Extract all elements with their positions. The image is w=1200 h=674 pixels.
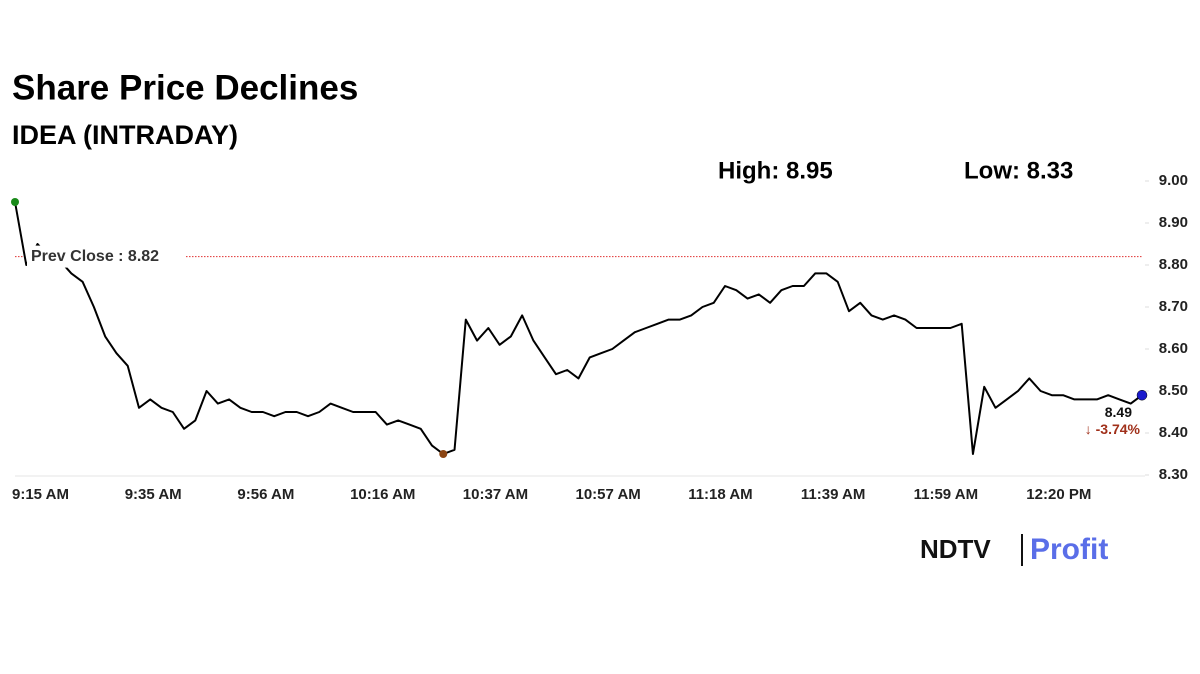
- chart-title: Share Price Declines: [12, 68, 358, 107]
- last-marker: [1136, 389, 1148, 401]
- x-tick-label: 9:35 AM: [125, 486, 182, 503]
- y-tick-label: 8.60: [1159, 340, 1188, 357]
- price-line: [14, 201, 1143, 455]
- x-tick-label: 12:20 PM: [1026, 486, 1091, 503]
- x-tick-label: 9:15 AM: [12, 486, 69, 503]
- prev-close-label-bg: [27, 245, 185, 268]
- x-tick-label: 9:56 AM: [237, 486, 294, 503]
- low-label: Low: 8.33: [964, 157, 1073, 184]
- y-tick-label: 8.70: [1159, 298, 1188, 315]
- y-tick-label: 8.40: [1159, 424, 1188, 441]
- y-tick-label: 8.80: [1159, 256, 1188, 273]
- x-tick-label: 10:16 AM: [350, 486, 415, 503]
- x-tick-label: 11:39 AM: [801, 486, 865, 503]
- y-tick-label: 9.00: [1159, 172, 1188, 189]
- x-tick-label: 10:57 AM: [576, 486, 641, 503]
- prev-close-label: Prev Close : 8.82: [31, 248, 159, 265]
- low-marker: [439, 450, 448, 458]
- y-tick-label: 8.30: [1159, 466, 1188, 483]
- last-value-label: 8.49: [1105, 404, 1132, 420]
- high-label: High: 8.95: [718, 157, 833, 184]
- x-tick-label: 10:37 AM: [463, 486, 528, 503]
- logo-ndtv: NDTV: [920, 534, 991, 564]
- change-label: ↓ -3.74%: [1085, 421, 1141, 437]
- chart-subtitle: IDEA (INTRADAY): [12, 120, 238, 150]
- y-tick-label: 8.90: [1159, 214, 1188, 231]
- high-marker: [11, 198, 19, 206]
- logo-profit: Profit: [1030, 533, 1108, 566]
- x-tick-label: 11:18 AM: [688, 486, 752, 503]
- x-tick-label: 11:59 AM: [914, 486, 978, 503]
- y-tick-label: 8.50: [1159, 382, 1188, 399]
